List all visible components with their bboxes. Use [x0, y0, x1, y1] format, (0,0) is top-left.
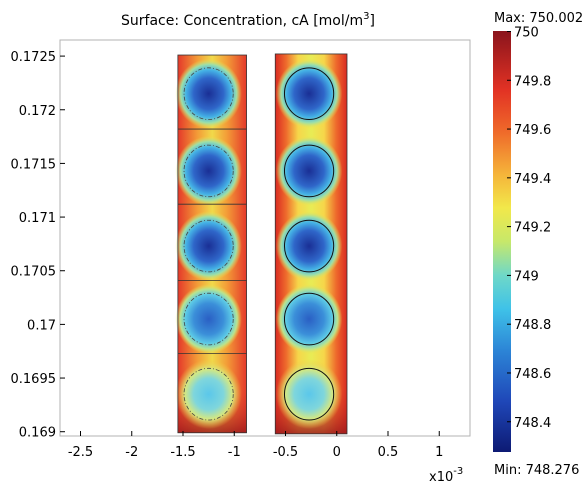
chart-title-sup: 3	[363, 11, 369, 22]
y-tick-label: 0.171	[19, 211, 56, 226]
particle-outline	[283, 367, 335, 421]
colorbar-tick-label: 748.4	[514, 416, 551, 431]
concentration-spot	[275, 284, 343, 354]
colorbar-tick-label: 749.2	[514, 221, 551, 236]
colorbar-min-label: Min: 748.276	[494, 463, 579, 478]
y-tick-label: 0.1725	[11, 50, 57, 65]
chart-title-main: Surface: Concentration, cA [mol/m	[121, 13, 363, 29]
concentration-spot	[275, 136, 343, 206]
y-tick-label: 0.172	[19, 104, 56, 119]
particle-outline	[183, 219, 234, 273]
concentration-spot	[275, 359, 343, 430]
domain-outline	[177, 54, 247, 434]
right-domain	[274, 53, 348, 435]
particle-outline	[283, 144, 335, 198]
concentration-spot	[175, 136, 242, 206]
concentration-spot	[175, 211, 242, 281]
particle-outline	[283, 219, 335, 273]
particle-outline	[283, 292, 335, 346]
x-axis-multiplier: x10-3	[429, 466, 463, 485]
particle-outline	[183, 292, 234, 346]
y-tick-label: 0.169	[19, 426, 56, 441]
chart-title: Surface: Concentration, cA [mol/m3]	[121, 11, 375, 29]
y-axis-ticks: 0.1725 0.172 0.1715 0.171 0.1705 0.17 0.1695 0.…	[11, 50, 65, 441]
x-axis-ticks: -2.5 -2 -1.5 -1 -0.5 0 0.5 1	[68, 431, 443, 460]
particle-outline	[183, 367, 234, 421]
y-tick-label: 0.17	[27, 318, 56, 333]
concentration-spot	[275, 211, 343, 281]
left-domain	[175, 54, 247, 434]
x-tick-label: -2.5	[68, 445, 93, 460]
concentration-spot	[275, 58, 343, 129]
x-tick-label: -1.5	[170, 445, 195, 460]
colorbar-tick-label: 748.8	[514, 318, 551, 333]
colorbar-tick-label: 749	[514, 269, 539, 284]
x-tick-label: -2	[125, 445, 138, 460]
x-multiplier-base: x10	[429, 470, 453, 485]
colorbar-tick-label: 749.8	[514, 74, 551, 89]
colorbar-tick-label: 749.4	[514, 172, 551, 187]
x-tick-label: -0.5	[273, 445, 298, 460]
concentration-spot	[175, 359, 242, 430]
y-tick-label: 0.1695	[11, 372, 57, 387]
chart-title-end: ]	[369, 13, 374, 29]
x-tick-label: 0	[333, 445, 341, 460]
x-tick-label: 0.5	[378, 445, 399, 460]
domains-layer	[175, 53, 348, 435]
particle-outline	[283, 67, 335, 120]
y-tick-label: 0.1705	[11, 265, 57, 280]
y-tick-label: 0.1715	[11, 157, 57, 172]
domain-outline	[274, 53, 348, 435]
concentration-spot	[175, 58, 242, 129]
particle-outline	[183, 67, 234, 120]
colorbar-max-label: Max: 750.002	[494, 11, 583, 26]
x-multiplier-exp: -3	[453, 466, 463, 477]
particle-outline	[183, 144, 234, 198]
concentration-spot	[175, 284, 242, 354]
colorbar	[493, 31, 511, 452]
x-tick-label: -1	[228, 445, 241, 460]
plot-frame	[59, 39, 471, 437]
colorbar-tick-label: 750	[514, 25, 539, 40]
colorbar-ticks: 750 749.8 749.6 749.4 749.2 749 748.8 748.6 748.…	[507, 25, 551, 431]
x-tick-label: 1	[435, 445, 443, 460]
colorbar-tick-label: 749.6	[514, 123, 551, 138]
colorbar-tick-label: 748.6	[514, 367, 551, 382]
